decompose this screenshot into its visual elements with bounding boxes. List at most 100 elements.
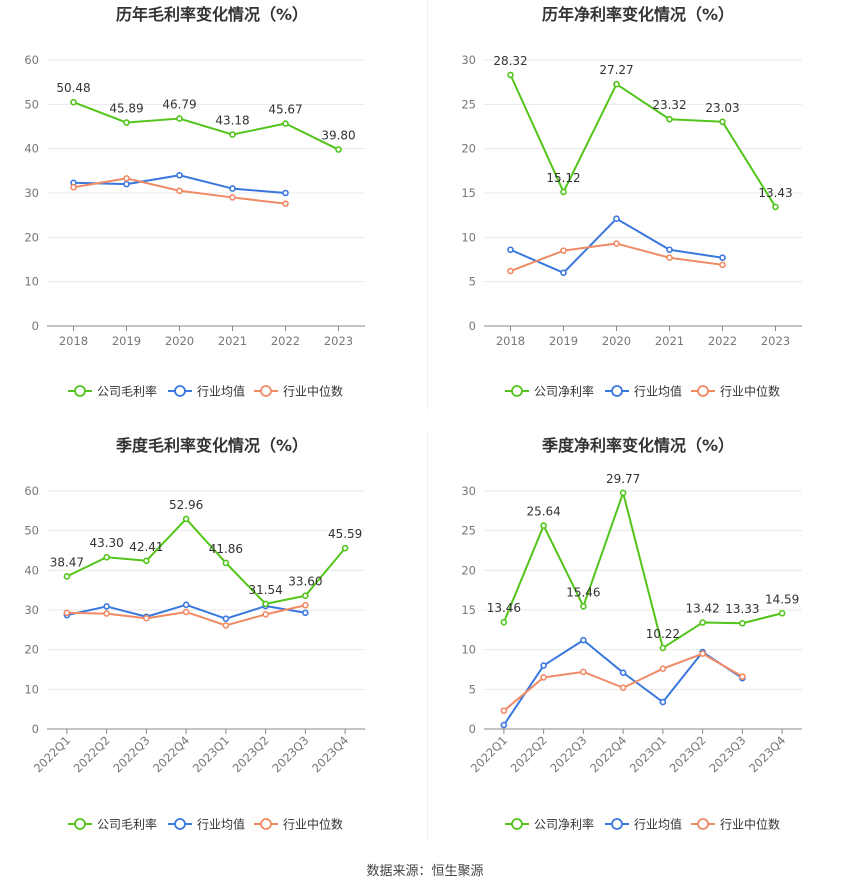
chart-title: 季度净利率变化情况（%）: [541, 436, 734, 455]
legend-label: 行业均值: [634, 817, 682, 832]
legend-marker: [174, 385, 186, 397]
data-point: [507, 246, 514, 254]
data-point: [500, 618, 508, 626]
data-point: [63, 609, 71, 617]
y-tick-label: 20: [461, 563, 476, 577]
data-point: [613, 215, 620, 223]
data-point: [282, 120, 289, 127]
data-label: 38.47: [50, 555, 84, 569]
data-label: 23.32: [652, 98, 686, 112]
y-tick-label: 40: [24, 563, 39, 577]
x-tick-label: 2022Q1: [31, 733, 73, 775]
data-point: [176, 171, 183, 179]
data-point: [719, 261, 726, 269]
legend-item: 行业均值: [168, 817, 245, 832]
data-point: [560, 188, 567, 196]
y-tick-label: 30: [461, 484, 476, 498]
x-tick-label: 2023Q3: [706, 733, 748, 775]
data-point: [560, 269, 567, 277]
data-point: [229, 194, 236, 201]
data-label: 13.46: [487, 601, 521, 615]
legend-label: 行业中位数: [283, 817, 343, 832]
chart-panel-3: 季度毛利率变化情况（%）01020304050602022Q12022Q2202…: [24, 436, 365, 832]
x-tick-label: 2022Q2: [71, 733, 113, 775]
legend-item: 行业中位数: [254, 817, 343, 832]
x-tick-label: 2021: [655, 334, 684, 348]
data-point: [500, 721, 508, 729]
y-tick-label: 20: [24, 643, 39, 657]
data-point: [103, 603, 110, 610]
data-point: [666, 254, 673, 262]
x-tick-label: 2019: [112, 334, 141, 348]
data-point: [659, 665, 667, 673]
data-point: [222, 622, 230, 629]
y-tick-label: 30: [461, 53, 476, 67]
legend-label: 公司毛利率: [97, 817, 157, 832]
legend-marker: [74, 818, 86, 830]
series-line-1: [509, 74, 777, 208]
x-tick-label: 2022Q1: [468, 733, 510, 775]
legend-marker: [74, 385, 86, 397]
data-point: [739, 619, 746, 627]
data-point: [70, 183, 77, 191]
data-label: 45.67: [268, 103, 302, 117]
y-tick-label: 15: [461, 186, 476, 200]
x-tick-label: 2023: [761, 334, 790, 348]
y-tick-label: 15: [461, 603, 476, 617]
chart-title: 历年毛利率变化情况（%）: [116, 5, 308, 24]
data-point: [123, 180, 130, 188]
data-point: [262, 600, 269, 608]
data-point: [123, 175, 130, 182]
data-point: [143, 557, 150, 565]
data-point: [103, 553, 110, 561]
data-point: [229, 131, 236, 138]
data-point: [341, 544, 349, 552]
legend-item: 公司净利率: [505, 817, 594, 832]
y-tick-label: 25: [461, 524, 476, 538]
chart-panel-4: 季度净利率变化情况（%）0510152025302022Q12022Q22022…: [461, 436, 802, 832]
data-label: 25.64: [526, 505, 560, 519]
data-label: 41.86: [209, 542, 243, 556]
data-point: [335, 146, 342, 153]
data-point: [143, 615, 150, 622]
data-point: [659, 698, 667, 706]
y-tick-label: 50: [24, 97, 39, 111]
data-label: 27.27: [599, 63, 633, 77]
data-label: 42.41: [129, 540, 163, 554]
data-point: [222, 615, 230, 623]
data-point: [560, 247, 567, 254]
data-point: [282, 200, 289, 207]
y-tick-label: 0: [32, 319, 39, 333]
data-point: [619, 684, 627, 692]
legend-label: 行业均值: [634, 384, 682, 399]
data-point: [182, 515, 190, 523]
legend-marker: [511, 818, 523, 830]
legend-label: 行业均值: [197, 817, 245, 832]
legend-marker: [260, 818, 272, 830]
y-tick-label: 5: [469, 682, 476, 696]
legend-label: 行业中位数: [283, 384, 343, 399]
data-point: [580, 636, 587, 644]
legend-marker: [611, 385, 623, 397]
legend-item: 公司毛利率: [68, 384, 157, 399]
chart-title: 季度毛利率变化情况（%）: [115, 436, 308, 455]
legend-label: 公司净利率: [534, 817, 594, 832]
y-tick-label: 60: [24, 53, 39, 67]
legend-label: 行业均值: [197, 384, 245, 399]
data-point: [507, 267, 514, 275]
data-point: [580, 603, 587, 610]
data-label: 52.96: [169, 498, 203, 512]
data-point: [719, 118, 726, 126]
x-tick-label: 2023Q2: [230, 733, 272, 775]
data-label: 13.43: [758, 186, 792, 200]
legend-marker: [174, 818, 186, 830]
y-tick-label: 10: [461, 230, 476, 244]
data-point: [540, 662, 547, 669]
series-line-3: [510, 242, 723, 272]
data-point: [613, 80, 620, 88]
data-label: 50.48: [56, 81, 90, 95]
legend-item: 行业中位数: [691, 817, 780, 832]
legend-label: 行业中位数: [720, 384, 780, 399]
legend-label: 公司净利率: [534, 384, 594, 399]
